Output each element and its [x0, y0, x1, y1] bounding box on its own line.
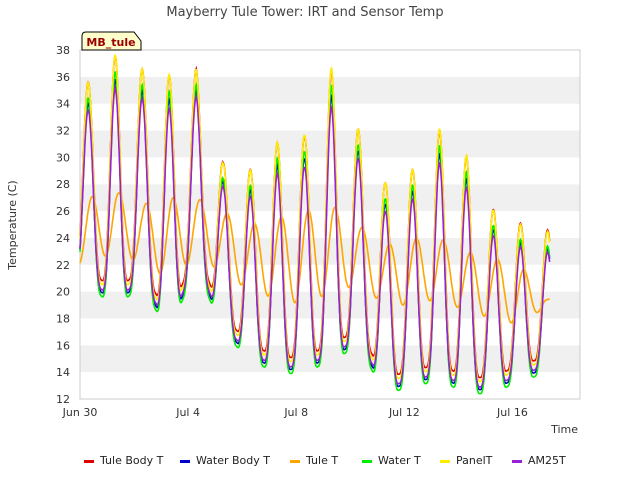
site-label-shape — [81, 31, 142, 51]
legend-item: Water T — [362, 452, 421, 470]
y-tick-label: 24 — [56, 232, 70, 245]
y-axis-label: Temperature (C) — [6, 180, 19, 270]
legend: Tule Body T Water Body T Tule T Water T Pane… — [0, 452, 640, 470]
legend-item: Tule T — [290, 452, 338, 470]
grid-band — [80, 372, 580, 399]
grid-band — [80, 291, 580, 319]
legend-label: Water Body T — [196, 454, 270, 467]
x-tick-label: Jul 16 — [496, 406, 528, 419]
series-line-am25t — [79, 85, 551, 388]
legend-item: PanelT — [440, 452, 492, 470]
legend-swatch — [84, 459, 94, 463]
legend-swatch — [512, 459, 522, 463]
x-tick-label: Jul 12 — [388, 406, 420, 419]
y-tick-label: 26 — [56, 205, 70, 218]
grid-band — [80, 345, 580, 373]
legend-swatch — [440, 459, 450, 463]
grid-band — [80, 184, 580, 212]
legend-label: AM25T — [528, 454, 566, 467]
y-tick-label: 16 — [56, 339, 70, 352]
x-axis-label: Time — [550, 423, 578, 436]
grid-band — [80, 264, 580, 292]
legend-label: Tule T — [306, 454, 339, 467]
y-tick-label: 14 — [56, 366, 70, 379]
chart-title: Mayberry Tule Tower: IRT and Sensor Temp — [166, 5, 443, 20]
x-tick-label: Jul 4 — [175, 406, 200, 419]
y-tick-label: 12 — [56, 393, 70, 406]
legend-swatch — [362, 459, 372, 463]
y-tick-label: 36 — [56, 71, 70, 84]
legend-item: AM25T — [512, 452, 566, 470]
y-tick-labels: 12 14 16 18 20 22 24 26 28 30 32 34 36 38 — [56, 44, 70, 406]
site-label: MB_tule — [86, 36, 135, 49]
y-tick-label: 22 — [56, 259, 70, 272]
y-tick-label: 20 — [56, 286, 70, 299]
legend-label: Water T — [378, 454, 421, 467]
y-tick-label: 30 — [56, 151, 70, 164]
legend-label: Tule Body T — [100, 454, 164, 467]
y-tick-label: 18 — [56, 312, 70, 325]
y-tick-label: 32 — [56, 125, 70, 138]
y-tick-label: 28 — [56, 178, 70, 191]
site-label-box: MB_tule — [81, 31, 142, 51]
x-tick-label: Jun 30 — [62, 406, 98, 419]
grid-band — [80, 157, 580, 185]
legend-item: Water Body T — [180, 452, 270, 470]
y-tick-label: 34 — [56, 98, 70, 111]
y-tick-label: 38 — [56, 44, 70, 57]
legend-swatch — [290, 459, 300, 463]
grid-band — [80, 130, 580, 158]
series-lines — [79, 54, 551, 395]
x-tick-labels: Jun 30 Jul 4 Jul 8 Jul 12 Jul 16 — [62, 406, 528, 419]
legend-label: PanelT — [456, 454, 493, 467]
x-tick-label: Jul 8 — [283, 406, 308, 419]
grid-band — [80, 318, 580, 346]
legend-swatch — [180, 459, 190, 463]
legend-item: Tule Body T — [84, 452, 163, 470]
